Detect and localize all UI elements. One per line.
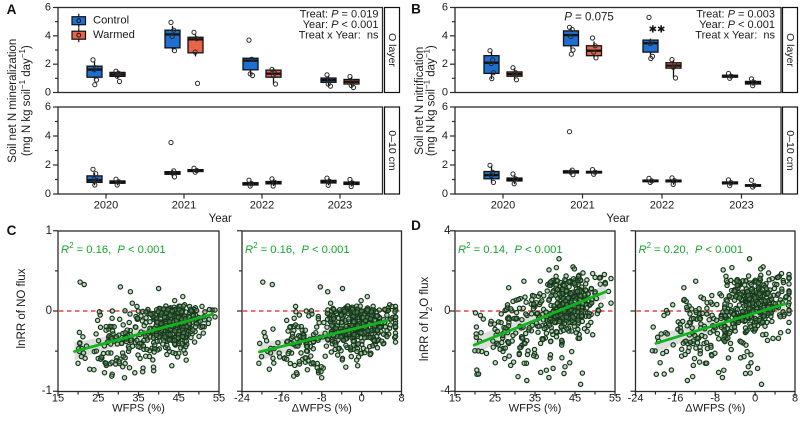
svg-text:R2 = 0.16, P < 0.001: R2 = 0.16, P < 0.001: [61, 241, 166, 256]
svg-text:O layer: O layer: [784, 33, 796, 67]
svg-text:2020: 2020: [94, 199, 118, 211]
svg-text:4: 4: [444, 225, 451, 237]
svg-text:0: 0: [444, 305, 450, 317]
svg-text:Treat: P = 0.019: Treat: P = 0.019: [300, 9, 379, 21]
svg-text:4: 4: [45, 30, 51, 42]
svg-text:Treat x Year: ns: Treat x Year: ns: [299, 30, 379, 42]
svg-text:6: 6: [45, 101, 51, 113]
svg-text:2: 2: [45, 159, 51, 171]
svg-text:Soil net N nitrification: Soil net N nitrification: [414, 47, 426, 155]
svg-text:0–10 cm: 0–10 cm: [386, 130, 398, 171]
svg-text:(mg N kg soil−1 day−1): (mg N kg soil−1 day−1): [18, 45, 33, 156]
svg-text:ΔWFPS (%): ΔWFPS (%): [292, 403, 353, 415]
svg-text:8: 8: [792, 393, 798, 405]
svg-text:R2 = 0.14, P < 0.001: R2 = 0.14, P < 0.001: [458, 241, 563, 256]
svg-text:2: 2: [442, 58, 448, 70]
svg-text:45: 45: [569, 393, 581, 405]
svg-text:0: 0: [46, 305, 52, 317]
svg-text:Year: Year: [606, 213, 629, 225]
svg-text:6: 6: [45, 2, 51, 14]
svg-text:1: 1: [46, 225, 52, 237]
svg-text:-8: -8: [710, 393, 720, 405]
svg-text:25: 25: [489, 393, 501, 405]
svg-text:2: 2: [442, 159, 448, 171]
svg-text:15: 15: [449, 393, 461, 405]
svg-text:-4: -4: [440, 385, 451, 397]
svg-text:2021: 2021: [172, 199, 196, 211]
svg-text:0: 0: [442, 87, 448, 99]
svg-text:0–10 cm: 0–10 cm: [784, 130, 796, 171]
svg-text:15: 15: [52, 393, 64, 405]
svg-text:R2 = 0.20, P < 0.001: R2 = 0.20, P < 0.001: [639, 241, 744, 256]
svg-text:2023: 2023: [328, 199, 352, 211]
svg-text:Treat x Year: ns: Treat x Year: ns: [695, 30, 775, 42]
svg-text:Year: Year: [209, 213, 232, 225]
svg-text:Treat: P = 0.003: Treat: P = 0.003: [696, 9, 775, 21]
svg-text:2: 2: [45, 58, 51, 70]
svg-text:lnRR of N2O flux: lnRR of N2O flux: [419, 276, 434, 361]
svg-text:55: 55: [609, 393, 621, 405]
svg-text:0: 0: [45, 87, 51, 99]
svg-text:0: 0: [752, 393, 758, 405]
svg-text:-16: -16: [667, 393, 683, 405]
svg-text:A: A: [7, 2, 17, 17]
svg-text:35: 35: [132, 393, 144, 405]
svg-text:O layer: O layer: [386, 33, 398, 67]
svg-text:-24: -24: [234, 393, 250, 405]
svg-text:Warmed: Warmed: [93, 29, 135, 41]
svg-text:6: 6: [442, 2, 448, 14]
svg-text:2022: 2022: [250, 199, 274, 211]
svg-text:-16: -16: [274, 393, 290, 405]
svg-text:2023: 2023: [729, 199, 753, 211]
svg-text:ΔWFPS (%): ΔWFPS (%): [685, 403, 746, 415]
svg-text:55: 55: [213, 393, 225, 405]
svg-text:4: 4: [442, 30, 448, 42]
svg-text:Year: P < 0.001: Year: P < 0.001: [303, 19, 379, 31]
svg-text:-8: -8: [317, 393, 327, 405]
svg-text:0: 0: [442, 188, 448, 200]
svg-text:B: B: [411, 2, 421, 17]
svg-text:Soil net N mineralization: Soil net N mineralization: [7, 39, 19, 163]
svg-text:35: 35: [529, 393, 541, 405]
svg-text:0: 0: [359, 393, 365, 405]
svg-text:-24: -24: [628, 393, 644, 405]
svg-text:✱✱: ✱✱: [649, 25, 666, 36]
svg-text:Year: P < 0.001: Year: P < 0.001: [699, 19, 775, 31]
svg-text:(mg N kg soil−1 day−1): (mg N kg soil−1 day−1): [423, 45, 438, 156]
svg-text:2022: 2022: [650, 199, 674, 211]
svg-text:P = 0.075: P = 0.075: [564, 11, 614, 23]
svg-text:WFPS (%): WFPS (%): [509, 403, 562, 415]
svg-text:Control: Control: [93, 15, 129, 27]
svg-text:D: D: [411, 218, 421, 233]
svg-text:WFPS (%): WFPS (%): [112, 403, 165, 415]
svg-text:2021: 2021: [570, 199, 594, 211]
svg-text:lnRR of NO flux: lnRR of NO flux: [16, 268, 28, 348]
svg-text:2020: 2020: [491, 199, 515, 211]
svg-text:8: 8: [398, 393, 404, 405]
svg-text:R2 = 0.16, P < 0.001: R2 = 0.16, P < 0.001: [245, 241, 350, 256]
svg-text:4: 4: [442, 130, 448, 142]
svg-text:25: 25: [92, 393, 104, 405]
svg-text:C: C: [7, 223, 17, 238]
svg-text:45: 45: [173, 393, 185, 405]
svg-text:4: 4: [45, 130, 51, 142]
svg-text:0: 0: [45, 188, 51, 200]
svg-text:6: 6: [442, 101, 448, 113]
svg-text:-1: -1: [42, 385, 52, 397]
